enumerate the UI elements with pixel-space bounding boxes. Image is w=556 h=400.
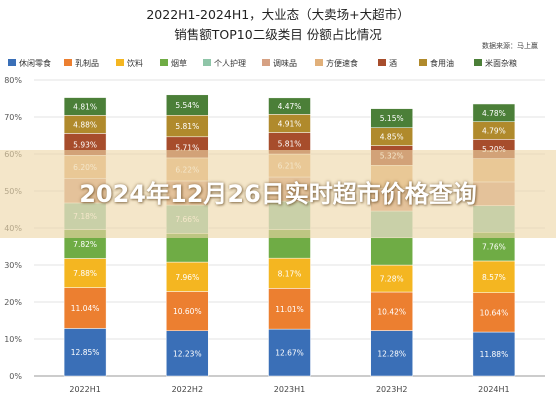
data-label: 11.88% <box>480 350 509 359</box>
bar-segment <box>370 237 413 266</box>
data-label: 4.81% <box>73 102 97 111</box>
data-label: 10.60% <box>173 307 202 316</box>
legend-label: 米面杂粮 <box>485 58 517 68</box>
data-label: 5.15% <box>380 114 404 123</box>
legend-label: 方便速食 <box>326 58 358 68</box>
y-tick-label: 80% <box>4 76 22 85</box>
data-label: 10.42% <box>377 307 406 316</box>
y-tick-label: 20% <box>4 298 22 307</box>
bar-segment <box>166 261 209 292</box>
x-tick-label: 2023H2 <box>376 385 407 394</box>
y-tick-label: 70% <box>4 113 22 122</box>
legend-swatch <box>203 59 211 66</box>
data-label: 4.79% <box>482 127 506 136</box>
data-label: 5.71% <box>175 143 199 152</box>
bar-segment <box>63 287 107 329</box>
data-label: 5.81% <box>175 122 199 131</box>
bar-segment <box>268 328 311 377</box>
headline-text: 2024年12月26日实时超市价格查询 <box>79 180 477 208</box>
bar-segment <box>268 97 311 115</box>
y-tick-label: 0% <box>9 372 22 381</box>
data-label: 12.23% <box>173 349 202 358</box>
legend-label: 酒 <box>389 59 397 68</box>
bar-segment <box>370 108 413 128</box>
legend-swatch <box>378 59 386 66</box>
legend-label: 饮料 <box>127 58 143 68</box>
data-label: 12.85% <box>71 348 100 357</box>
bar-segment <box>370 291 413 331</box>
y-tick-label: 30% <box>4 261 22 270</box>
bar-segment <box>63 97 107 116</box>
x-tick-label: 2024H1 <box>478 385 509 394</box>
data-label: 10.64% <box>480 308 509 317</box>
data-label: 4.88% <box>73 120 97 129</box>
bar-segment <box>472 260 516 293</box>
bar-segment <box>472 331 516 377</box>
data-source: 数据来源：马上赢 <box>482 41 538 50</box>
data-label: 11.04% <box>71 304 100 313</box>
bar-segment <box>166 94 209 116</box>
legend-swatch <box>116 59 124 66</box>
data-label: 8.17% <box>278 269 302 278</box>
legend-label: 休闲零食 <box>19 58 51 68</box>
x-tick-label: 2022H1 <box>69 385 100 394</box>
bar-segment <box>268 288 311 330</box>
data-label: 5.93% <box>73 140 97 149</box>
legend-label: 食用油 <box>430 58 454 68</box>
legend-swatch <box>64 59 72 66</box>
bar-segment <box>166 330 209 377</box>
data-label: 8.57% <box>482 273 506 282</box>
chart-subtitle: 销售额TOP10二级类目 份额占比情况 <box>174 27 382 42</box>
legend-swatch <box>474 59 482 66</box>
legend-label: 调味品 <box>273 58 297 68</box>
data-label: 7.96% <box>175 273 199 282</box>
legend-swatch <box>160 59 168 66</box>
legend-label: 个人护理 <box>214 58 246 68</box>
legend-swatch <box>315 59 323 66</box>
bar-segment <box>166 233 209 263</box>
data-label: 4.85% <box>380 133 404 142</box>
data-label: 4.78% <box>482 109 506 118</box>
x-tick-label: 2023H1 <box>274 385 305 394</box>
bar-segment <box>166 291 209 331</box>
headline-banner: 2024年12月26日实时超市价格查询 <box>0 150 556 238</box>
data-label: 5.81% <box>278 139 302 148</box>
data-label: 12.28% <box>377 349 406 358</box>
legend-swatch <box>8 59 16 66</box>
legend-label: 烟草 <box>171 58 187 68</box>
legend-swatch <box>419 59 427 66</box>
data-label: 7.82% <box>73 240 97 249</box>
data-label: 7.28% <box>380 275 404 284</box>
legend-swatch <box>262 59 270 66</box>
data-label: 12.67% <box>275 349 304 358</box>
data-label: 5.20% <box>482 145 506 154</box>
bar-segment <box>63 258 107 288</box>
data-label: 11.01% <box>275 305 304 314</box>
legend: 休闲零食 乳制品 饮料 烟草 个人护理 调味品 方便速食 酒 食用油 米面杂粮 <box>8 58 517 68</box>
data-label: 7.88% <box>73 269 97 278</box>
data-label: 5.54% <box>175 101 199 110</box>
bar-segment <box>268 257 311 289</box>
legend-label: 乳制品 <box>75 58 99 68</box>
data-label: 4.91% <box>278 119 302 128</box>
data-label: 7.76% <box>482 243 506 252</box>
x-tick-label: 2022H2 <box>172 385 203 394</box>
y-tick-label: 10% <box>4 335 22 344</box>
chart-title: 2022H1-2024H1，大业态（大卖场+大超市） <box>146 7 409 22</box>
bar-segment <box>370 330 413 377</box>
x-axis: 2022H1 2022H2 2023H1 2023H2 2024H1 <box>69 385 509 394</box>
bar-segment <box>472 103 516 122</box>
bar-segment <box>472 292 516 333</box>
data-label: 4.47% <box>278 102 302 111</box>
